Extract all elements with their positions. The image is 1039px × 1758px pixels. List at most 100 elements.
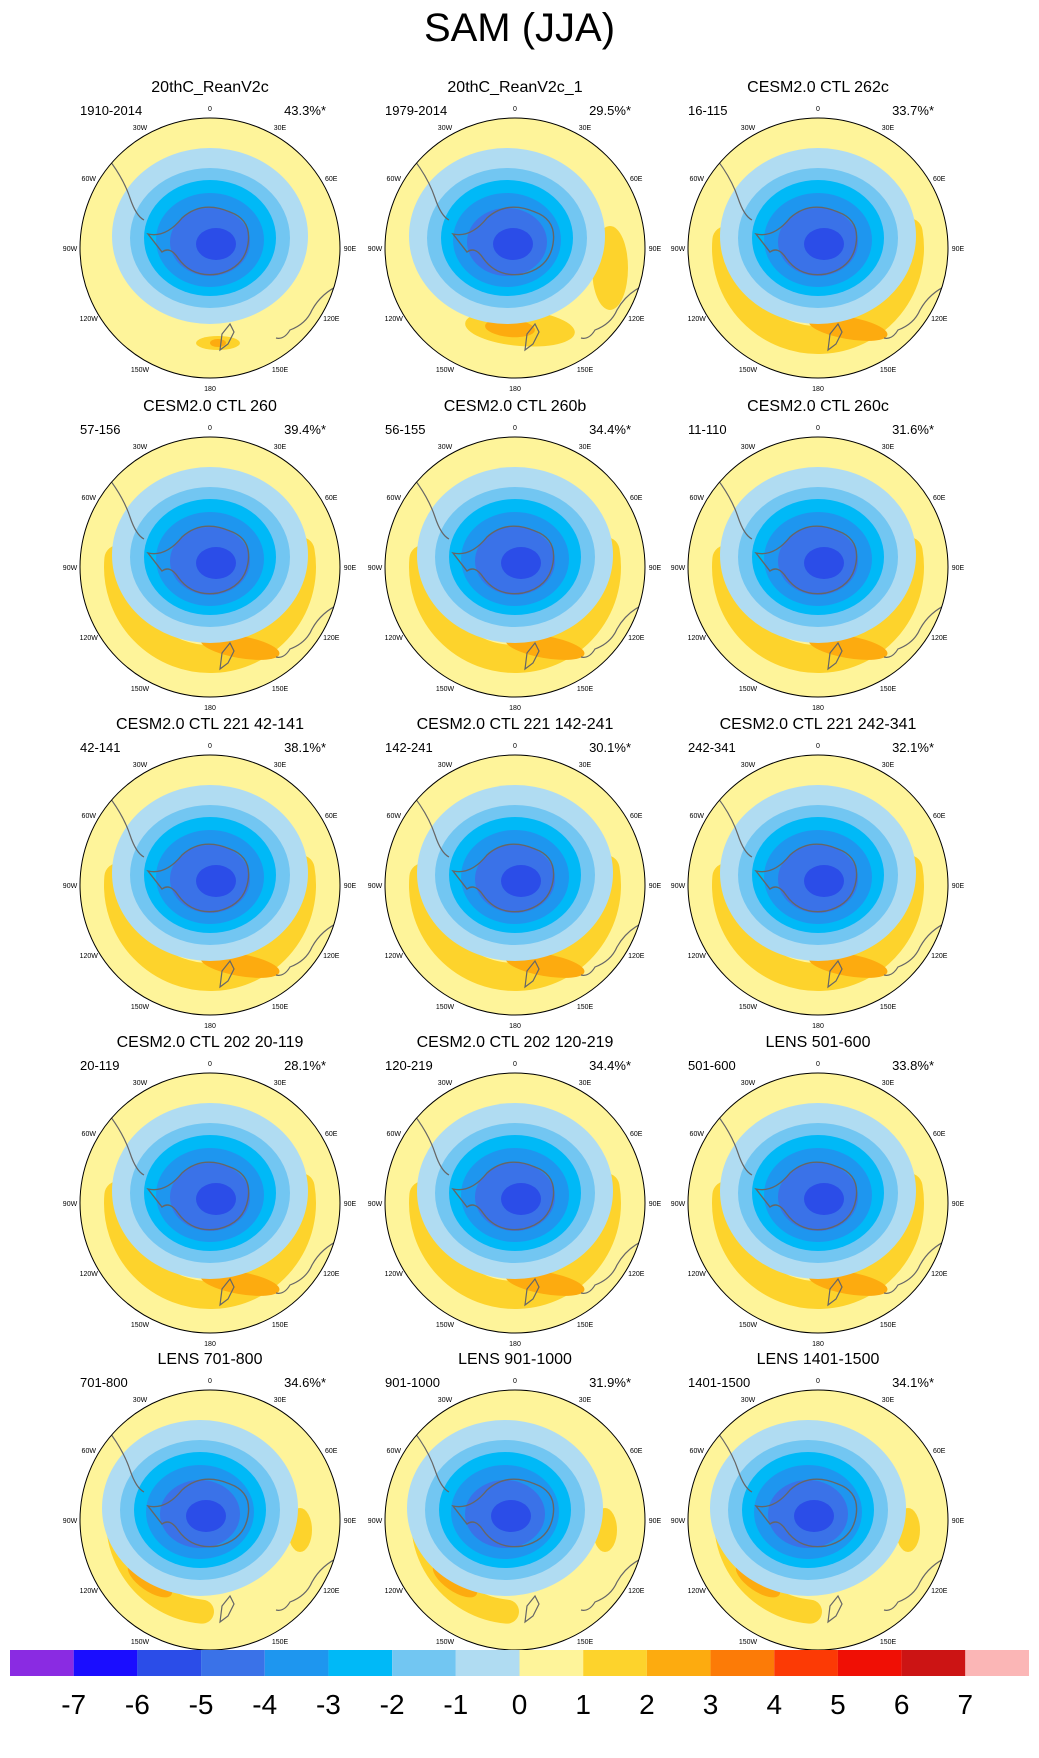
map-panel: CESM2.0 CTL 202 20-119 20-119 28.1%* 0 30E 60…: [60, 1033, 360, 1347]
colorbar-box: [392, 1650, 456, 1676]
panel-years: 56-155: [385, 422, 426, 437]
longitude-label: 60W: [690, 1131, 705, 1138]
panel-variance: 34.6%*: [284, 1375, 326, 1390]
new-zealand-coastline: [219, 1277, 235, 1307]
colorbar-box: [646, 1650, 711, 1676]
new-zealand-coastline: [827, 959, 843, 989]
panel-variance: 38.1%*: [284, 740, 326, 755]
longitude-label: 60E: [325, 1131, 338, 1138]
longitude-label: 0: [513, 425, 517, 432]
colorbar-tick-label: -5: [189, 1689, 214, 1720]
longitude-label: 30E: [882, 444, 895, 451]
positive-anomaly: [712, 537, 924, 673]
colorbar-box: [774, 1650, 838, 1676]
longitude-label: 30W: [741, 444, 756, 451]
positive-anomaly: [712, 1173, 924, 1309]
longitude-label: 150W: [739, 1322, 758, 1329]
longitude-label: 0: [513, 1378, 517, 1385]
panel-years: 1910-2014: [80, 103, 143, 118]
longitude-label: 90W: [671, 883, 686, 890]
antarctica-coastline: [451, 843, 555, 913]
negative-anomaly: [196, 1183, 236, 1215]
longitude-label: 180: [204, 1341, 216, 1347]
longitude-label: 90E: [649, 1518, 662, 1525]
panel-years: 501-600: [688, 1058, 736, 1073]
longitude-label: 0: [816, 425, 820, 432]
longitude-label: 30E: [882, 762, 895, 769]
longitude-label: 120W: [688, 1271, 707, 1278]
longitude-label: 90E: [952, 883, 965, 890]
longitude-label: 150E: [880, 367, 897, 374]
longitude-label: 90E: [952, 1201, 965, 1208]
antarctica-coastline: [146, 206, 250, 276]
longitude-label: 60W: [82, 1131, 97, 1138]
panel-title: LENS 1401-1500: [756, 1351, 880, 1368]
antarctica-coastline: [451, 206, 555, 276]
australia-coastline: [580, 920, 645, 976]
longitude-label: 150E: [577, 367, 594, 374]
longitude-label: 30E: [274, 1080, 287, 1087]
longitude-label: 60E: [630, 495, 643, 502]
africa-coastline: [594, 129, 608, 138]
longitude-label: 180: [204, 1023, 216, 1029]
colorbar-box: [965, 1650, 1029, 1676]
contour-field: [385, 1390, 645, 1650]
map-panel: LENS 701-800 701-800 34.6%* 0 30E 60E 90E 120E 1…: [60, 1350, 360, 1664]
longitude-label: 150W: [739, 686, 758, 693]
longitude-label: 150W: [131, 686, 150, 693]
figure-title: SAM (JJA): [423, 6, 616, 50]
longitude-label: 150E: [880, 1004, 897, 1011]
longitude-label: 60W: [690, 1448, 705, 1455]
colorbar-tick-label: -7: [61, 1689, 86, 1720]
map-panel: LENS 901-1000 901-1000 31.9%* 0 30E 60E 90E 120…: [365, 1350, 665, 1664]
panel-title: CESM2.0 CTL 202 20-119: [116, 1034, 304, 1051]
panel-variance: 43.3%*: [284, 103, 326, 118]
longitude-label: 90W: [63, 883, 78, 890]
longitude-label: 0: [816, 1061, 820, 1068]
longitude-label: 60W: [82, 1448, 97, 1455]
longitude-label: 30W: [438, 125, 453, 132]
map-panel: CESM2.0 CTL 221 142-241 142-241 30.1%* 0 30E…: [365, 715, 665, 1029]
longitude-label: 120E: [931, 1588, 948, 1595]
longitude-label: 120E: [323, 316, 340, 323]
longitude-label: 90W: [63, 1201, 78, 1208]
longitude-label: 60E: [933, 176, 946, 183]
colorbar-box: [837, 1650, 902, 1676]
longitude-label: 150W: [739, 367, 758, 374]
longitude-label: 120W: [688, 1588, 707, 1595]
longitude-label: 30W: [133, 444, 148, 451]
longitude-label: 120W: [688, 953, 707, 960]
positive-anomaly: [104, 1173, 316, 1309]
longitude-label: 180: [204, 386, 216, 392]
map-border: [384, 754, 646, 1016]
longitude-label: 60E: [325, 495, 338, 502]
longitude-label: 30W: [133, 762, 148, 769]
negative-anomaly: [491, 1500, 531, 1532]
new-zealand-coastline: [524, 641, 540, 671]
antarctica-coastline: [146, 843, 250, 913]
africa-coastline: [897, 1401, 911, 1410]
australia-coastline: [275, 602, 340, 658]
africa-coastline: [289, 766, 303, 775]
panel-title: LENS 501-600: [765, 1034, 871, 1051]
negative-anomaly: [794, 1500, 834, 1532]
map-border: [384, 436, 646, 698]
longitude-label: 30E: [579, 444, 592, 451]
longitude-label: 150W: [131, 367, 150, 374]
longitude-label: 0: [208, 1061, 212, 1068]
panel-years: 901-1000: [385, 1375, 440, 1390]
positive-anomaly: [104, 537, 316, 673]
longitude-label: 150W: [131, 1639, 150, 1646]
longitude-label: 90E: [952, 1518, 965, 1525]
longitude-label: 90E: [649, 883, 662, 890]
contour-field: [688, 118, 948, 378]
new-zealand-coastline: [524, 959, 540, 989]
map-panel: CESM2.0 CTL 260c 11-110 31.6%* 0 30E 60E 90E 12…: [668, 397, 968, 711]
